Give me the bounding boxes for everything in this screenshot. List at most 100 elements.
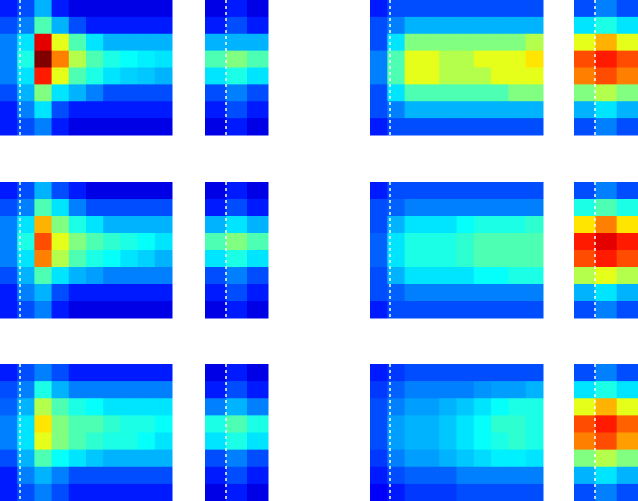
heatmap-cell: [387, 33, 406, 52]
heatmap-cell: [154, 33, 173, 52]
heatmap-cell: [103, 67, 121, 85]
heatmap-cell: [456, 381, 475, 399]
heatmap-cell: [491, 381, 509, 399]
heatmap-cell: [86, 267, 104, 285]
heatmap-cell: [508, 199, 527, 217]
heatmap-cell: [68, 250, 87, 268]
heatmap-cell: [387, 267, 406, 285]
heatmap-cell: [616, 381, 638, 399]
heatmap-cell: [68, 301, 87, 319]
heatmap-cell: [456, 364, 475, 382]
heatmap-cell: [456, 267, 475, 285]
heatmap-cell: [0, 16, 18, 35]
heatmap-cell: [404, 16, 423, 35]
heatmap-cell: [370, 364, 388, 382]
heatmap-cell: [0, 0, 18, 18]
heatmap-cell: [595, 415, 618, 433]
heatmap-cell: [205, 483, 227, 501]
heatmap-cell: [103, 118, 121, 136]
heatmap-cell: [247, 216, 269, 234]
heatmap-cell: [247, 284, 269, 302]
heatmap-cell: [595, 182, 618, 200]
heatmap-cell: [456, 216, 475, 234]
heatmap-cell: [421, 118, 440, 136]
heatmap-cell: [473, 84, 492, 102]
heatmap-cell: [370, 250, 388, 268]
heatmap-cell: [525, 33, 544, 52]
heatmap-cell: [525, 449, 544, 468]
heatmap-cell: [421, 101, 440, 119]
heatmap-cell: [51, 381, 70, 399]
heatmap-cell: [226, 466, 248, 485]
heatmap-cell: [404, 466, 423, 485]
heatmap-cell: [137, 301, 156, 319]
heatmap-cell: [370, 84, 388, 102]
heatmap-cell: [226, 381, 248, 399]
heatmap-cell: [51, 182, 70, 200]
heatmap-cell: [34, 182, 53, 200]
heatmap-cell: [421, 250, 440, 268]
heatmap-cell: [247, 432, 269, 451]
heatmap-cell: [0, 50, 18, 68]
heatmap-cell: [51, 33, 70, 52]
heatmap-cell: [439, 0, 457, 18]
heatmap-cell: [404, 381, 423, 399]
heatmap-cell: [34, 301, 53, 319]
heatmap-cell: [86, 50, 104, 68]
heatmap-cell: [137, 101, 156, 119]
heatmap-cell: [387, 483, 406, 501]
heatmap-cell: [404, 50, 423, 68]
heatmap-cell: [387, 67, 406, 85]
heatmap-cell: [205, 250, 227, 268]
heatmap-cell: [154, 67, 173, 85]
heatmap-cell: [0, 301, 18, 319]
heatmap-cell: [595, 33, 618, 52]
heatmap-cell: [103, 466, 121, 485]
heatmap-cell: [34, 233, 53, 251]
heatmap-cell: [491, 118, 509, 136]
heatmap-cell: [421, 233, 440, 251]
heatmap-cell: [525, 233, 544, 251]
heatmap-cell: [508, 284, 527, 302]
heatmap-cell: [595, 466, 618, 485]
heatmap-cell: [103, 0, 121, 18]
heatmap-cell: [525, 267, 544, 285]
heatmap-cell: [508, 33, 527, 52]
heatmap-cell: [574, 50, 596, 68]
heatmap-cell: [473, 216, 492, 234]
heatmap-cell: [473, 199, 492, 217]
heatmap-cell: [68, 233, 87, 251]
heatmap-cell: [508, 67, 527, 85]
heatmap-cell: [439, 301, 457, 319]
heatmap-cell: [525, 216, 544, 234]
heatmap-cell: [456, 301, 475, 319]
heatmap-cell: [508, 0, 527, 18]
heatmap-cell: [439, 250, 457, 268]
heatmap-cell: [595, 118, 618, 136]
heatmap-cell: [387, 398, 406, 416]
heatmap-cell: [120, 267, 139, 285]
heatmap-cell: [51, 364, 70, 382]
heatmap-cell: [154, 16, 173, 35]
heatmap-cell: [137, 267, 156, 285]
heatmap-cell: [120, 381, 139, 399]
heatmap-cell: [247, 398, 269, 416]
heatmap-cell: [137, 199, 156, 217]
heatmap-cell: [103, 284, 121, 302]
heatmap-cell: [574, 250, 596, 268]
heatmap-cell: [404, 432, 423, 451]
heatmap-cell: [0, 182, 18, 200]
heatmap-cell: [86, 398, 104, 416]
heatmap-cell: [17, 101, 35, 119]
heatmap-cell: [491, 432, 509, 451]
heatmap-cell: [473, 398, 492, 416]
heatmap-cell: [226, 432, 248, 451]
heatmap-cell: [226, 250, 248, 268]
heatmap-cell: [404, 0, 423, 18]
heatmap-cell: [473, 466, 492, 485]
heatmap-cell: [226, 50, 248, 68]
heatmap-cell: [68, 0, 87, 18]
heatmap-cell: [491, 267, 509, 285]
heatmap-cell: [508, 267, 527, 285]
heatmap-cell: [473, 50, 492, 68]
